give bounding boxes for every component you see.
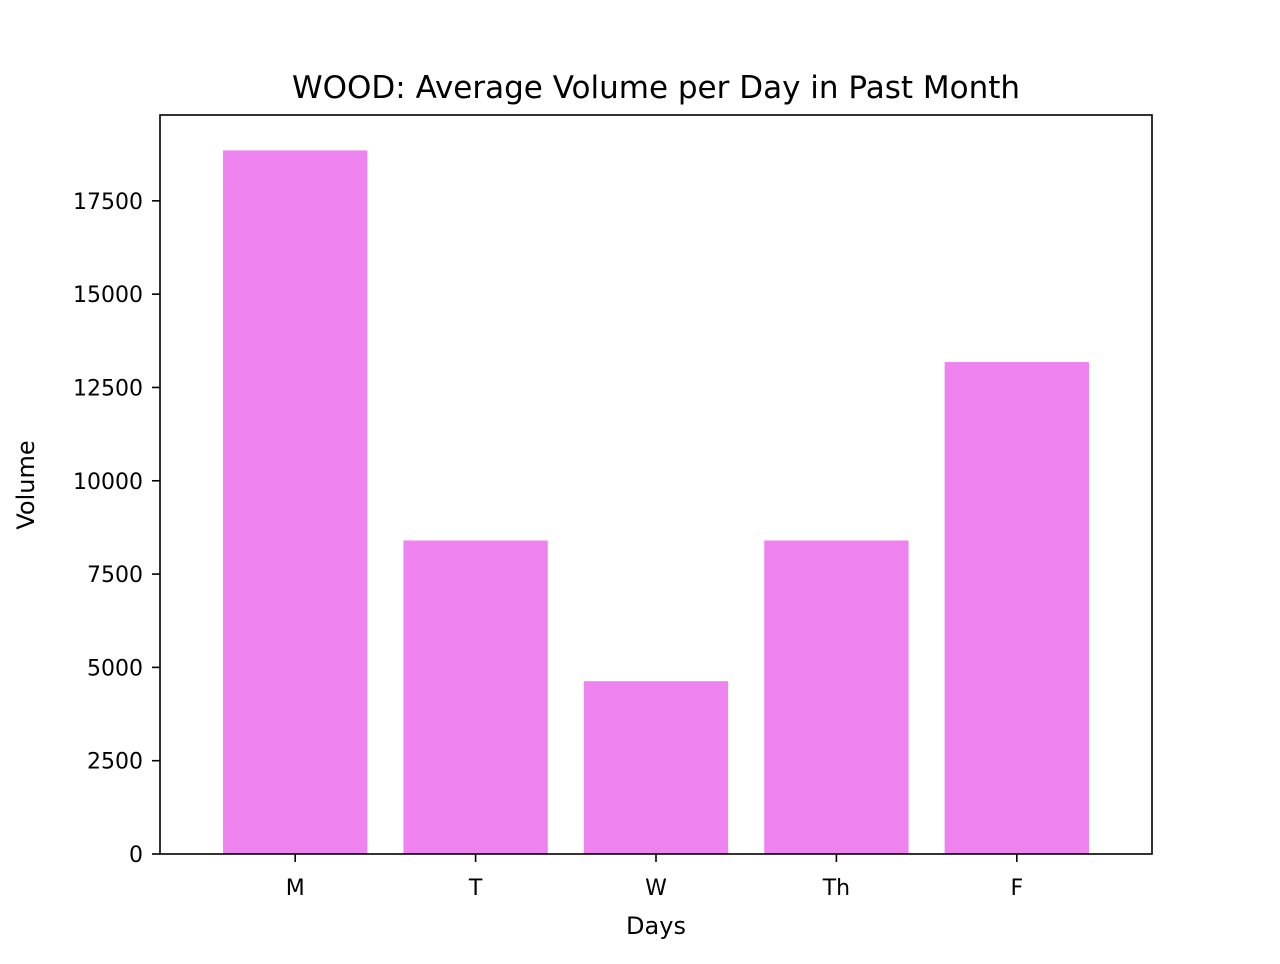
bar-w bbox=[583, 681, 729, 854]
bar-m bbox=[223, 150, 368, 854]
plot-frame bbox=[159, 114, 1153, 855]
x-tick-label: Th bbox=[822, 876, 850, 901]
bars-layer bbox=[223, 150, 1089, 854]
bar-th bbox=[764, 540, 909, 854]
axes-layer: M T W Th F 0 2500 5000 7500 10000 12500 15000 17500 bbox=[73, 114, 1153, 901]
y-tick-label: 15000 bbox=[73, 283, 143, 308]
y-tick-label: 2500 bbox=[87, 750, 143, 775]
y-tick-label: 12500 bbox=[73, 376, 143, 401]
x-tick-label: F bbox=[1010, 876, 1023, 901]
x-axis-label: Days bbox=[626, 912, 686, 940]
x-tick-label: W bbox=[645, 876, 667, 901]
bar-f bbox=[944, 362, 1089, 854]
x-tick-label: M bbox=[286, 876, 305, 901]
y-tick-label: 10000 bbox=[73, 470, 143, 495]
bar-t bbox=[403, 540, 548, 854]
y-tick-label: 7500 bbox=[87, 563, 143, 588]
chart-title: WOOD: Average Volume per Day in Past Mon… bbox=[292, 70, 1020, 106]
y-tick-label: 5000 bbox=[87, 656, 143, 681]
x-tick-label: T bbox=[468, 876, 483, 901]
y-axis-label: Volume bbox=[12, 440, 40, 529]
y-tick-label: 0 bbox=[129, 843, 143, 868]
y-tick-label: 17500 bbox=[73, 190, 143, 215]
